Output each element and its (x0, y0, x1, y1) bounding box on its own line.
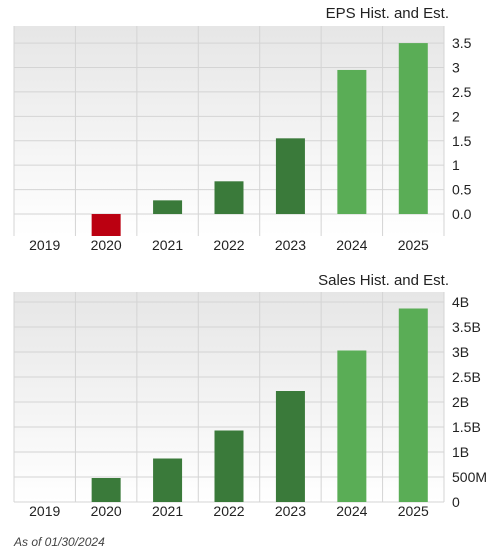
eps-bar-2025 (398, 43, 428, 215)
eps-x-tick-label: 2024 (336, 237, 367, 253)
eps-y-tick-label: 3.5 (452, 35, 472, 51)
eps-y-tick-label: 1 (452, 157, 460, 173)
sales-y-tick-label: 0 (452, 494, 460, 510)
sales-bar-2021 (153, 458, 183, 502)
eps-bar-2022 (214, 181, 244, 215)
eps-x-tick-label: 2019 (29, 237, 60, 253)
sales-x-tick-label: 2024 (336, 503, 367, 519)
sales-y-tick-label: 1.5B (452, 419, 481, 435)
sales-bar-2025 (398, 308, 428, 502)
sales-y-tick-label: 4B (452, 294, 469, 310)
sales-y-tick-label: 2B (452, 394, 469, 410)
eps-y-tick-label: 2.5 (452, 84, 472, 100)
sales-bar-2024 (337, 350, 367, 502)
sales-bar-2023 (275, 391, 305, 502)
sales-y-tick-label: 3.5B (452, 319, 481, 335)
as-of-date-note: As of 01/30/2024 (14, 535, 105, 549)
sales-y-tick-label: 3B (452, 344, 469, 360)
eps-x-tick-label: 2025 (398, 237, 429, 253)
eps-x-tick-label: 2021 (152, 237, 183, 253)
eps-bar-2024 (337, 69, 367, 215)
eps-bar-2023 (275, 138, 305, 215)
eps-y-tick-label: 1.5 (452, 133, 472, 149)
sales-chart-title: Sales Hist. and Est. (318, 272, 449, 289)
eps-x-tick-label: 2022 (213, 237, 244, 253)
sales-x-tick-label: 2019 (29, 503, 60, 519)
sales-x-tick-label: 2025 (398, 503, 429, 519)
sales-x-tick-label: 2021 (152, 503, 183, 519)
eps-y-tick-label: 0.0 (452, 206, 472, 222)
sales-x-tick-label: 2022 (213, 503, 244, 519)
eps-y-tick-label: 2 (452, 108, 460, 124)
sales-x-tick-label: 2020 (91, 503, 122, 519)
eps-bar-2021 (153, 200, 183, 215)
eps-bar-2020 (91, 214, 121, 236)
sales-y-tick-label: 500M (452, 469, 487, 485)
eps-y-tick-label: 0.5 (452, 182, 472, 198)
sales-x-tick-label: 2023 (275, 503, 306, 519)
sales-y-tick-label: 1B (452, 444, 469, 460)
sales-bar-2020 (91, 478, 121, 502)
eps-y-tick-label: 3 (452, 60, 460, 76)
sales-bar-2022 (214, 430, 244, 502)
eps-chart-title: EPS Hist. and Est. (326, 5, 449, 22)
eps-x-tick-label: 2023 (275, 237, 306, 253)
eps-x-tick-label: 2020 (91, 237, 122, 253)
sales-y-tick-label: 2.5B (452, 369, 481, 385)
